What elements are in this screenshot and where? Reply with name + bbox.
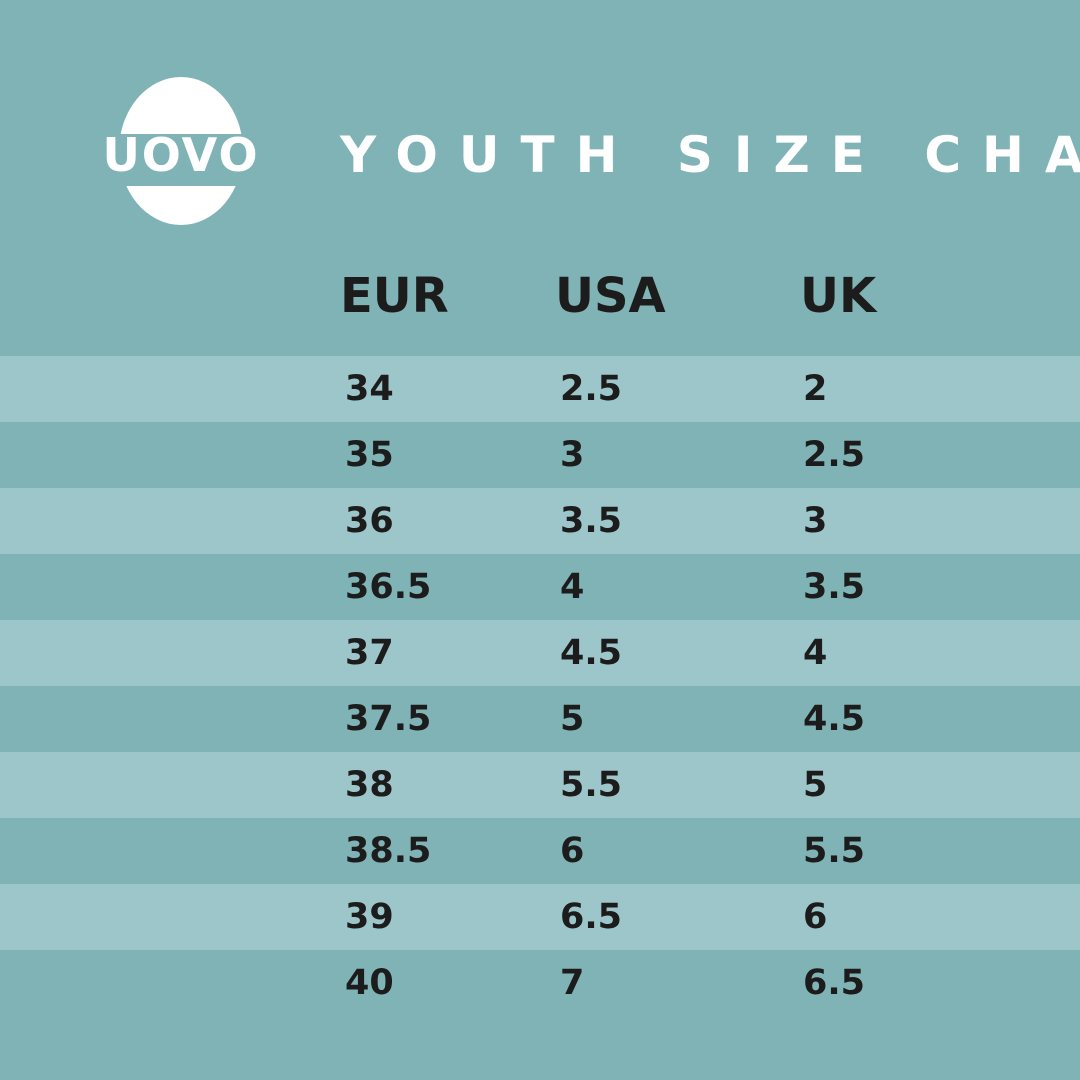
size-table: 34 2.5 2 35 3 2.5 36 3.5 3 36.5 4 3.5 37 4.5 4 37.5 5 4.5… [0,356,1080,1016]
table-row: 35 3 2.5 [0,422,1080,488]
cell-uk: 2 [803,369,828,409]
cell-eur: 34 [345,369,394,409]
cell-uk: 3.5 [803,567,866,607]
cell-eur: 36.5 [345,567,432,607]
cell-usa: 6.5 [560,897,623,937]
cell-usa: 2.5 [560,369,623,409]
page-title: YOUTH SIZE CHART [340,126,1080,184]
logo-text: UOVO [102,128,259,182]
cell-eur: 38.5 [345,831,432,871]
cell-usa: 5.5 [560,765,623,805]
cell-usa: 7 [560,963,585,1003]
cell-usa: 6 [560,831,585,871]
cell-eur: 37.5 [345,699,432,739]
table-row: 38.5 6 5.5 [0,818,1080,884]
cell-usa: 4.5 [560,633,623,673]
cell-usa: 3 [560,435,585,475]
cell-usa: 4 [560,567,585,607]
egg-logo-icon: UOVO [102,77,259,225]
cell-eur: 39 [345,897,394,937]
cell-eur: 40 [345,963,394,1003]
cell-uk: 6 [803,897,828,937]
cell-uk: 4 [803,633,828,673]
cell-uk: 3 [803,501,828,541]
cell-eur: 37 [345,633,394,673]
egg-shape [119,77,243,225]
table-row: 37.5 5 4.5 [0,686,1080,752]
table-row: 40 7 6.5 [0,950,1080,1016]
cell-usa: 3.5 [560,501,623,541]
table-row: 36.5 4 3.5 [0,554,1080,620]
table-row: 37 4.5 4 [0,620,1080,686]
uovo-logo: UOVO [100,76,262,226]
cell-uk: 5 [803,765,828,805]
column-header-uk: UK [800,268,877,324]
cell-uk: 5.5 [803,831,866,871]
cell-usa: 5 [560,699,585,739]
table-row: 38 5.5 5 [0,752,1080,818]
column-header-usa: USA [555,268,666,324]
table-row: 39 6.5 6 [0,884,1080,950]
cell-eur: 35 [345,435,394,475]
cell-eur: 38 [345,765,394,805]
table-row: 34 2.5 2 [0,356,1080,422]
table-row: 36 3.5 3 [0,488,1080,554]
cell-uk: 4.5 [803,699,866,739]
cell-uk: 2.5 [803,435,866,475]
column-header-eur: EUR [340,268,449,324]
cell-eur: 36 [345,501,394,541]
cell-uk: 6.5 [803,963,866,1003]
